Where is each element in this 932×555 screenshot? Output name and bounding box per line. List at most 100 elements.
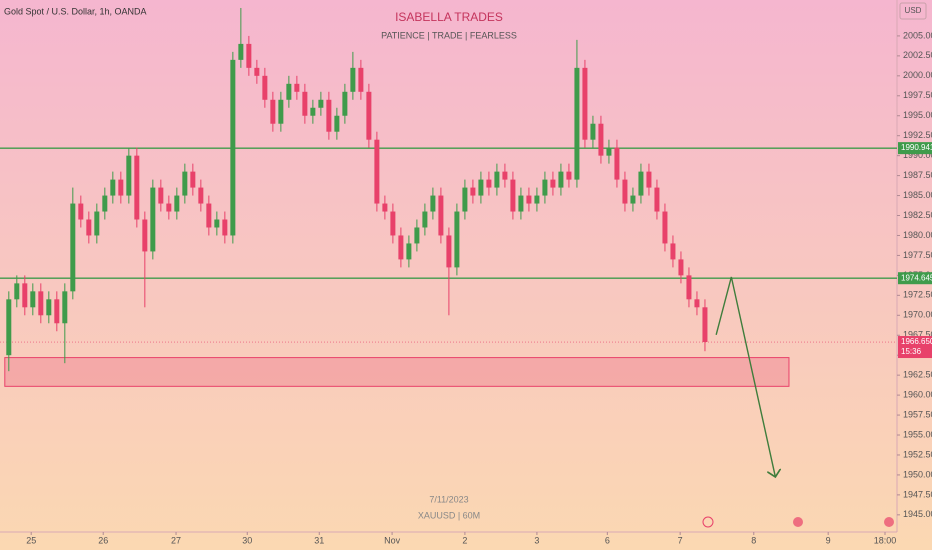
candle-body [286, 83, 292, 100]
candle [590, 115, 596, 148]
candle [542, 171, 548, 204]
candle-body [702, 307, 708, 343]
x-tick-label: 3 [534, 535, 539, 545]
candle [350, 51, 356, 100]
candle-body [262, 75, 268, 100]
x-tick-label: Nov [384, 535, 401, 545]
y-tick-label: 2000.000 [903, 70, 932, 80]
x-tick-label: 31 [314, 535, 324, 545]
candle-body [398, 235, 404, 260]
x-tick-label: 30 [242, 535, 252, 545]
candle-body [158, 187, 164, 204]
event-icons[interactable] [702, 516, 894, 528]
candle-body [558, 171, 564, 188]
event-icon[interactable] [793, 517, 803, 527]
chart-title: Gold Spot / U.S. Dollar, 1h, OANDA [4, 6, 147, 16]
y-tick-label: 1970.000 [903, 310, 932, 320]
candle [374, 131, 380, 212]
candle [518, 187, 524, 220]
candle [526, 187, 532, 212]
candle [134, 147, 140, 228]
candle [638, 163, 644, 204]
candle [334, 107, 340, 140]
candle-body [150, 187, 156, 252]
candle [686, 267, 692, 308]
y-tick-label: 1945.000 [903, 509, 932, 519]
candle-body [510, 179, 516, 212]
candle-body [390, 211, 396, 236]
currency[interactable]: USD [905, 6, 922, 15]
candle-body [422, 211, 428, 228]
countdown-label: 15:36 [901, 347, 922, 356]
candle-body [46, 299, 52, 316]
candle [622, 171, 628, 212]
candle [246, 35, 252, 76]
candle-body [94, 211, 100, 236]
candle-body [246, 43, 252, 68]
candle-body [350, 67, 356, 92]
y-tick-label: 2002.500 [903, 50, 932, 60]
candle [30, 283, 36, 316]
candle-body [174, 195, 180, 212]
candle [94, 203, 100, 244]
candle-body [110, 179, 116, 196]
candle-body [214, 219, 220, 228]
candle [438, 187, 444, 244]
candle-body [598, 123, 604, 156]
last-price-label: 1966.650 [901, 337, 932, 346]
event-icon[interactable] [702, 516, 714, 528]
candle-body [462, 187, 468, 212]
candle [270, 91, 276, 132]
candle-body [438, 195, 444, 236]
projection-arrow [715, 276, 775, 477]
currency-box[interactable] [899, 2, 927, 20]
y-tick-label: 1985.000 [903, 190, 932, 200]
candle [646, 163, 652, 196]
candle-body [478, 179, 484, 196]
candle [534, 187, 540, 212]
candle [494, 163, 500, 196]
candle [6, 291, 12, 372]
candle [22, 275, 28, 316]
x-tick-label: 27 [171, 535, 181, 545]
candle-body [574, 67, 580, 180]
candle-body [374, 139, 380, 204]
watermark-title: ISABELLA TRADES [395, 10, 503, 24]
candle [358, 59, 364, 100]
candle [654, 179, 660, 220]
candle-body [486, 179, 492, 188]
y-tick-label: 1967.500 [903, 330, 932, 340]
candle [566, 163, 572, 188]
y-tick-label: 1960.000 [903, 389, 932, 399]
candle-body [118, 179, 124, 196]
candle [198, 179, 204, 212]
event-icon[interactable] [884, 517, 894, 527]
candle-body [222, 219, 228, 236]
symbol-note: XAUUSD | 60M [418, 510, 480, 520]
candle-body [614, 147, 620, 180]
candle-body [494, 171, 500, 188]
candle [430, 187, 436, 220]
candle-body [198, 187, 204, 204]
candle-body [542, 179, 548, 196]
candle-body [654, 187, 660, 212]
candle [390, 203, 396, 244]
candle-body [518, 195, 524, 212]
candle-body [550, 179, 556, 188]
candle [302, 83, 308, 124]
candle-body [22, 283, 28, 308]
candle-body [86, 219, 92, 236]
candle [662, 203, 668, 252]
candle-body [294, 83, 300, 92]
x-tick-label: 18:00 [874, 535, 897, 545]
candle [454, 203, 460, 276]
candle-body [366, 91, 372, 140]
candle [470, 179, 476, 204]
candle [78, 195, 84, 228]
candle-body [582, 67, 588, 140]
candle [558, 163, 564, 196]
candle [118, 171, 124, 204]
candle [286, 75, 292, 108]
candle-body [694, 299, 700, 308]
candle-body [230, 59, 236, 236]
